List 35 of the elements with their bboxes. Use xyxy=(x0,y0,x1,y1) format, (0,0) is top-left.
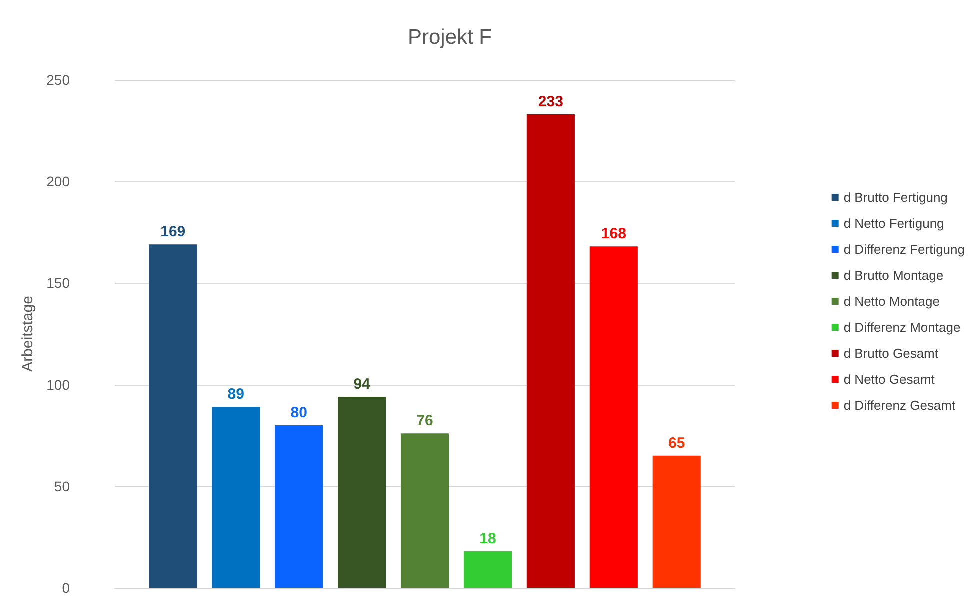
bar xyxy=(464,551,512,588)
bar xyxy=(338,396,386,588)
legend-label: d Netto Fertigung xyxy=(844,216,944,231)
legend-label: d Brutto Fertigung xyxy=(844,190,948,205)
y-tick-label: 150 xyxy=(46,275,70,292)
bar xyxy=(212,407,260,588)
bar xyxy=(275,425,324,588)
y-tick-label: 50 xyxy=(54,478,70,494)
bar xyxy=(526,114,575,588)
y-tick-label: 100 xyxy=(46,376,70,393)
legend-label: d Brutto Montage xyxy=(844,268,944,283)
y-axis-title: Arbeitstage xyxy=(20,296,37,372)
data-label: 169 xyxy=(160,224,186,241)
chart-title: Projekt F xyxy=(408,26,492,49)
bar xyxy=(652,456,701,588)
legend-label: d Netto Gesamt xyxy=(844,372,936,387)
data-label: 89 xyxy=(228,386,244,404)
y-tick-label: 200 xyxy=(46,174,70,190)
legend-label: d Brutto Gesamt xyxy=(844,346,939,361)
data-label: 18 xyxy=(480,530,496,548)
legend-label: d Differenz Gesamt xyxy=(844,398,956,413)
bar xyxy=(149,244,198,588)
y-tick-label: 250 xyxy=(46,72,70,88)
bar xyxy=(400,434,450,588)
legend-label: d Differenz Fertigung xyxy=(844,242,966,257)
y-tick-label: 0 xyxy=(62,580,70,596)
data-label: 233 xyxy=(538,94,564,111)
bar xyxy=(590,246,638,588)
data-label: 94 xyxy=(354,376,372,393)
legend-label: d Differenz Montage xyxy=(844,320,961,335)
data-label: 76 xyxy=(416,412,434,430)
data-label: 168 xyxy=(601,226,626,243)
data-label: 80 xyxy=(290,404,308,422)
data-label: 65 xyxy=(668,434,686,452)
legend-label: d Netto Montage xyxy=(844,294,940,309)
